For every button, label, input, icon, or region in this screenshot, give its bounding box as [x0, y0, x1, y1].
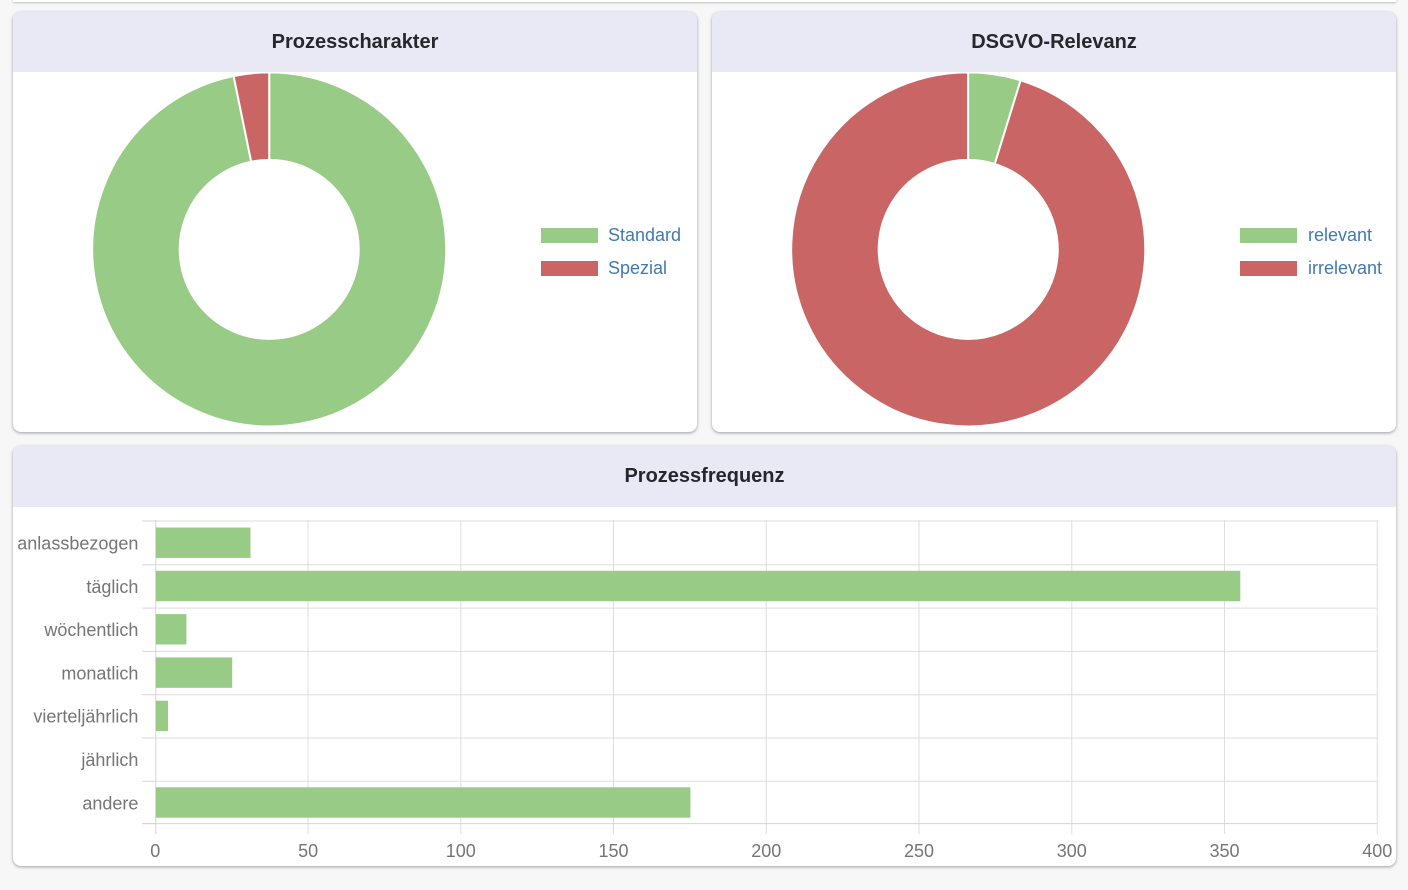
svg-text:jährlich: jährlich	[80, 750, 138, 770]
svg-text:andere: andere	[82, 793, 138, 813]
svg-text:0: 0	[150, 841, 160, 861]
svg-text:150: 150	[598, 841, 628, 861]
svg-text:100: 100	[446, 841, 476, 861]
svg-text:250: 250	[904, 841, 934, 861]
svg-text:anlassbezogen: anlassbezogen	[17, 534, 138, 554]
svg-text:350: 350	[1209, 841, 1239, 861]
svg-text:monatlich: monatlich	[61, 663, 138, 683]
svg-text:400: 400	[1362, 841, 1392, 861]
svg-text:täglich: täglich	[86, 577, 138, 597]
svg-text:200: 200	[751, 841, 781, 861]
svg-text:50: 50	[298, 841, 318, 861]
svg-text:wöchentlich: wöchentlich	[43, 620, 138, 640]
svg-text:300: 300	[1057, 841, 1087, 861]
svg-text:vierteljährlich: vierteljährlich	[33, 707, 138, 727]
